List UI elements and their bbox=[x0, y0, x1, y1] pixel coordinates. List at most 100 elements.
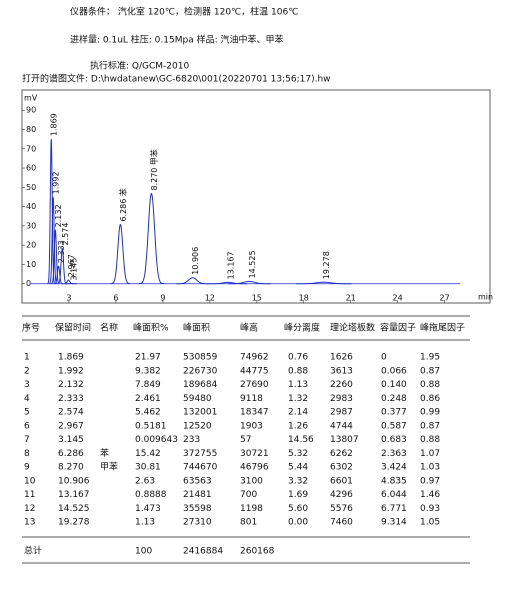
cell: 6 bbox=[24, 421, 30, 431]
cell: 3.145 bbox=[58, 435, 84, 445]
cell: 1.69 bbox=[288, 490, 308, 500]
cell: 1.869 bbox=[58, 353, 84, 363]
cell: 226730 bbox=[183, 366, 218, 376]
cell: 30.81 bbox=[135, 463, 161, 473]
cell: 2.363 bbox=[381, 449, 407, 459]
peak-label: 10.906 bbox=[191, 247, 200, 275]
cell: 6.286 bbox=[58, 449, 84, 459]
cell: 5.32 bbox=[288, 449, 308, 459]
cell: 44775 bbox=[240, 366, 269, 376]
column-header: 名称 bbox=[100, 322, 118, 334]
cell: 6302 bbox=[330, 463, 353, 473]
peak bbox=[54, 265, 63, 285]
peak bbox=[47, 139, 56, 285]
cell: 0.87 bbox=[420, 366, 440, 376]
cell: 1.03 bbox=[420, 463, 440, 473]
y-tick-label: 20 bbox=[26, 241, 36, 250]
cell: 9.382 bbox=[135, 366, 161, 376]
peak bbox=[208, 281, 248, 285]
cell: 0 bbox=[381, 353, 387, 363]
cell: 0.009643 bbox=[135, 435, 178, 445]
column-header: 理论塔板数 bbox=[330, 322, 375, 334]
cell: 27310 bbox=[183, 518, 212, 528]
x-tick-label: 18 bbox=[299, 294, 309, 303]
peak bbox=[295, 281, 352, 285]
cell: 8.270 bbox=[58, 463, 84, 473]
cell: 1.13 bbox=[288, 380, 308, 390]
x-tick-label: 21 bbox=[346, 294, 356, 303]
y-tick-label: 0 bbox=[26, 279, 31, 288]
x-tick-label: 3 bbox=[66, 294, 71, 303]
peak-label: 1.869 bbox=[50, 113, 59, 136]
y-tick-label: 40 bbox=[26, 202, 36, 211]
cell: 5.44 bbox=[288, 463, 308, 473]
cell: 2 bbox=[24, 366, 30, 376]
cell: 0.86 bbox=[420, 394, 440, 404]
cell: 63563 bbox=[183, 476, 212, 486]
cell: 甲苯 bbox=[100, 461, 118, 473]
peak-label: 13.167 bbox=[227, 251, 236, 279]
cell: 0.00 bbox=[288, 518, 308, 528]
cell: 3613 bbox=[330, 366, 353, 376]
peak-label: 1.992 bbox=[52, 171, 61, 194]
x-tick-label: 24 bbox=[393, 294, 403, 303]
x-axis-label: min bbox=[478, 293, 493, 302]
cell: 0.377 bbox=[381, 408, 407, 418]
cell: 13807 bbox=[330, 435, 359, 445]
cell: 2.14 bbox=[288, 408, 308, 418]
cell: 5.60 bbox=[288, 504, 308, 514]
peak bbox=[138, 192, 165, 285]
cell: 6.771 bbox=[381, 504, 407, 514]
cell: 6.044 bbox=[381, 490, 407, 500]
cell: 0.066 bbox=[381, 366, 407, 376]
cell: 2.132 bbox=[58, 380, 84, 390]
cell: 18347 bbox=[240, 408, 269, 418]
peak bbox=[228, 280, 271, 285]
column-header: 序号 bbox=[22, 322, 40, 334]
peak bbox=[110, 223, 131, 285]
y-tick-label: 60 bbox=[26, 164, 36, 173]
cell: 3 bbox=[24, 380, 30, 390]
cell: 0.93 bbox=[420, 504, 440, 514]
peak-label: 14.525 bbox=[248, 250, 257, 278]
cell: 19.278 bbox=[58, 518, 90, 528]
injection: 进样量: 0.1uL 柱压: 0.15Mpa 样品: 汽油中苯、甲苯 bbox=[70, 34, 283, 46]
cell: 57 bbox=[240, 435, 251, 445]
result-table: 序号 保留时间 名称 峰面积% 峰面积 峰高 峰分离度 理论塔板数 容量因子 峰拖尾因子 1 1.86… bbox=[22, 315, 470, 564]
cell: 1198 bbox=[240, 504, 263, 514]
cell: 0.587 bbox=[381, 421, 407, 431]
peak-label: 3.145 bbox=[70, 258, 79, 281]
column-header: 峰面积 bbox=[183, 322, 210, 334]
cell: 4.835 bbox=[381, 476, 407, 486]
cell: 1.46 bbox=[420, 490, 440, 500]
cell: 1.05 bbox=[420, 518, 440, 528]
column-header: 峰分离度 bbox=[284, 322, 320, 334]
total-cell: 100 bbox=[135, 547, 152, 557]
x-tick-label: 12 bbox=[205, 294, 215, 303]
cell: 27690 bbox=[240, 380, 269, 390]
cell: 15.42 bbox=[135, 449, 161, 459]
peak-label: 8.270 甲苯 bbox=[149, 149, 159, 190]
chart-frame bbox=[21, 89, 491, 304]
cell: 5.462 bbox=[135, 408, 161, 418]
cell: 35598 bbox=[183, 504, 212, 514]
y-tick-label: 70 bbox=[26, 144, 36, 153]
cell: 30721 bbox=[240, 449, 269, 459]
x-tick-label: 6 bbox=[113, 294, 118, 303]
cell: 14.56 bbox=[288, 435, 314, 445]
cell: 1626 bbox=[330, 353, 353, 363]
cell: 372755 bbox=[183, 449, 217, 459]
cell: 6262 bbox=[330, 449, 353, 459]
column-header: 保留时间 bbox=[55, 322, 91, 334]
cell: 5 bbox=[24, 408, 30, 418]
cell: 7460 bbox=[330, 518, 353, 528]
cell: 0.97 bbox=[420, 476, 440, 486]
cell: 0.88 bbox=[288, 366, 308, 376]
cell: 0.99 bbox=[420, 408, 440, 418]
cell: 2987 bbox=[330, 408, 353, 418]
cell: 0.88 bbox=[420, 380, 440, 390]
cell: 74962 bbox=[240, 353, 269, 363]
cell: 5576 bbox=[330, 504, 353, 514]
cell: 59480 bbox=[183, 394, 212, 404]
cell: 6601 bbox=[330, 476, 353, 486]
